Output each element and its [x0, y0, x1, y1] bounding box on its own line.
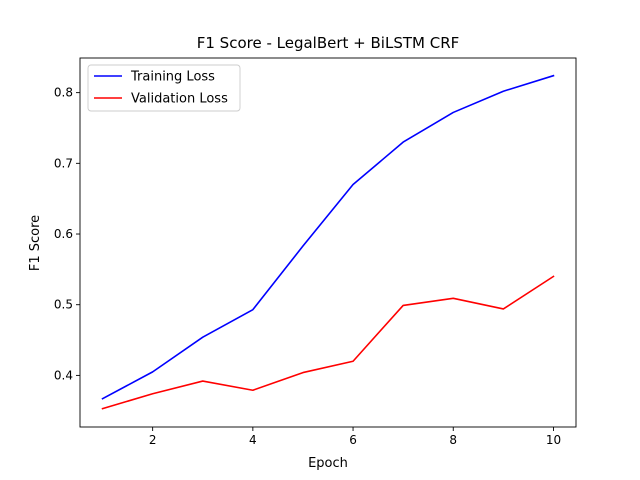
- x-tick-label: 6: [349, 433, 357, 447]
- x-tick-label: 2: [149, 433, 157, 447]
- y-tick-label: 0.8: [54, 86, 73, 100]
- legend-box: [87, 64, 241, 112]
- legend-label-1: Training Loss: [130, 70, 215, 85]
- y-tick-label: 0.5: [54, 298, 73, 312]
- x-axis-label: Epoch: [308, 456, 348, 471]
- series-line-2: [101, 275, 555, 410]
- series-line-1: [101, 74, 555, 400]
- legend-label-2: Validation Loss: [131, 92, 228, 107]
- y-tick-label: 0.6: [54, 227, 73, 241]
- x-tick-label: 4: [249, 433, 257, 447]
- x-tick-label: 10: [546, 433, 561, 447]
- x-tick-label: 8: [449, 433, 457, 447]
- axes-frame: [79, 57, 577, 428]
- y-tick-label: 0.4: [54, 368, 73, 382]
- chart-title: F1 Score - LegalBert + BiLSTM CRF: [197, 34, 460, 52]
- plot-area: 2 4 6 8 10 0.4 0.5 0.6 0.7 0.8 Training Loss Valida…: [54, 57, 577, 447]
- y-axis-label: F1 Score: [28, 215, 43, 271]
- y-tick-label: 0.7: [54, 156, 73, 170]
- legend: Training Loss Validation Loss: [87, 64, 241, 112]
